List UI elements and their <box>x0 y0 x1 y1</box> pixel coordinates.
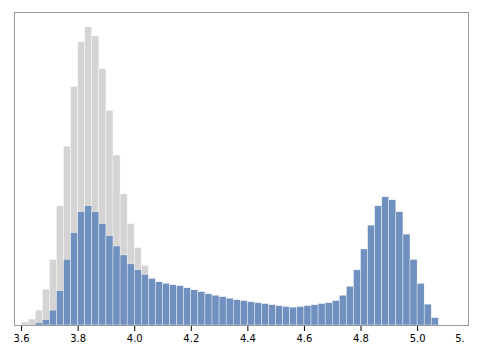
svg-text:4.6: 4.6 <box>296 333 312 344</box>
svg-text:3.6: 3.6 <box>14 333 30 344</box>
svg-text:5.: 5. <box>455 333 465 344</box>
svg-text:5.0: 5.0 <box>410 333 426 344</box>
svg-text:4.4: 4.4 <box>240 333 256 344</box>
svg-text:4.8: 4.8 <box>353 333 369 344</box>
svg-text:4.0: 4.0 <box>127 333 143 344</box>
svg-text:3.8: 3.8 <box>70 333 86 344</box>
svg-text:4.2: 4.2 <box>183 333 199 344</box>
